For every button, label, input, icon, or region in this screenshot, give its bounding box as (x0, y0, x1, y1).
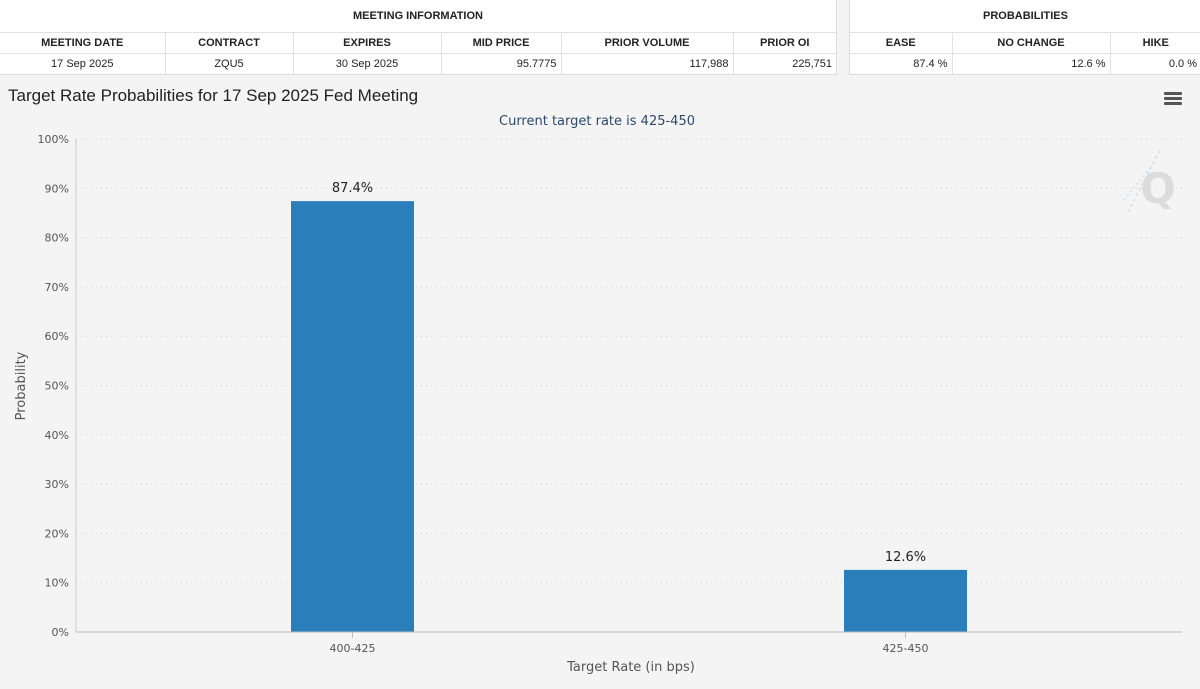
meeting-header-row: MEETING DATE CONTRACT EXPIRES MID PRICE … (0, 33, 836, 54)
cell-prior-oi: 225,751 (792, 58, 832, 70)
chart-title: Target Rate Probabilities for 17 Sep 202… (8, 86, 419, 105)
probabilities-panel: PROBABILITIES EASE NO CHANGE HIKE 87.4 %… (849, 0, 1200, 75)
cell-expires: 30 Sep 2025 (293, 53, 442, 74)
data-label: 87.4% (332, 181, 373, 196)
grid-lines (76, 138, 1182, 584)
y-axis-title: Probability (14, 351, 29, 420)
q-logo-icon: Q (1123, 149, 1176, 213)
header-prior-oi[interactable]: PRIOR OI (733, 33, 836, 54)
meeting-information-panel: MEETING INFORMATION MEETING DATE CONTRAC… (0, 0, 837, 75)
header-ease[interactable]: EASE (850, 33, 953, 54)
y-tick-label: 30% (45, 478, 69, 491)
bar-425-450[interactable] (844, 569, 967, 632)
header-no-change[interactable]: NO CHANGE (952, 33, 1111, 54)
y-tick-label: 90% (45, 182, 69, 195)
table-row: 87.4 % 12.6 % 0.0 % (850, 53, 1200, 74)
meeting-information-table: MEETING DATE CONTRACT EXPIRES MID PRICE … (0, 33, 836, 74)
probabilities-header-row: EASE NO CHANGE HIKE (850, 33, 1200, 54)
y-tick-label: 0% (52, 626, 69, 639)
cell-contract: ZQU5 (165, 53, 294, 74)
y-tick-label: 50% (45, 380, 69, 393)
cell-mid-price: 95.7775 (441, 53, 562, 74)
header-prior-volume[interactable]: PRIOR VOLUME (561, 33, 734, 54)
bar-400-425[interactable] (291, 201, 414, 633)
meeting-information-title: MEETING INFORMATION (0, 0, 836, 33)
x-tick-label: 425-450 (883, 642, 929, 655)
bars: 87.4% 12.6% (291, 181, 967, 633)
y-tick-label: 40% (45, 429, 69, 442)
y-tick-label: 70% (45, 281, 69, 294)
header-mid-price[interactable]: MID PRICE (441, 33, 562, 54)
svg-text:Q: Q (1140, 164, 1176, 213)
cell-prior-volume: 117,988 (561, 53, 734, 74)
y-tick-label: 20% (45, 527, 69, 540)
header-contract[interactable]: CONTRACT (165, 33, 294, 54)
x-tick-label: 400-425 (330, 642, 376, 655)
data-label: 12.6% (885, 550, 926, 565)
cell-ease: 87.4 % (850, 53, 953, 74)
hamburger-menu-icon[interactable] (1164, 92, 1182, 106)
header-hike[interactable]: HIKE (1110, 33, 1200, 54)
cell-meeting-date: 17 Sep 2025 (0, 53, 166, 74)
y-tick-label: 10% (45, 577, 69, 590)
cell-no-change: 12.6 % (952, 53, 1111, 74)
header-expires[interactable]: EXPIRES (293, 33, 442, 54)
table-row: 17 Sep 2025 ZQU5 30 Sep 2025 95.7775 117… (0, 53, 836, 74)
probabilities-table: EASE NO CHANGE HIKE 87.4 % 12.6 % 0.0 % (850, 33, 1200, 74)
x-axis-ticks: 400-425 425-450 (330, 632, 929, 655)
cell-hike: 0.0 % (1168, 58, 1197, 70)
chart-subtitle: Current target rate is 425-450 (499, 114, 695, 129)
y-tick-label: 80% (45, 232, 69, 245)
probabilities-title: PROBABILITIES (850, 0, 1200, 33)
x-axis-title: Target Rate (in bps) (566, 660, 695, 675)
y-tick-label: 100% (38, 133, 69, 146)
y-tick-label: 60% (45, 330, 69, 343)
y-axis-ticks: 0% 10% 20% 30% 40% 50% 60% 70% 80% 90% 100% (38, 133, 69, 639)
header-meeting-date[interactable]: MEETING DATE (0, 33, 166, 54)
